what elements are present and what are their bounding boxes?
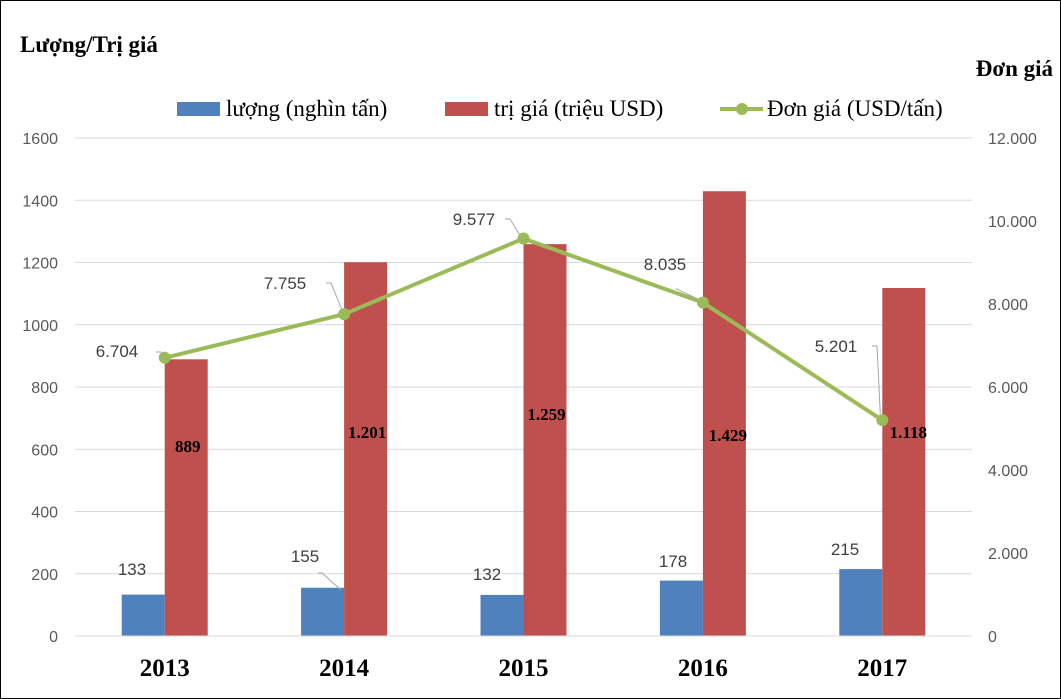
right-axis-tick-label: 6.000 [988,380,1028,397]
category-label: 2014 [319,655,370,682]
left-axis-tick-label: 1200 [22,256,58,273]
bar-luong [121,594,165,636]
left-axis-tick-label: 1600 [22,131,58,148]
bar-tri-gia [702,191,746,636]
left-axis-tick-label: 200 [31,567,58,584]
bar-luong [659,580,703,636]
bar-tri-gia [523,244,567,637]
data-label-tri-gia: 1.118 [890,423,927,442]
leader-line [318,572,342,591]
legend-label-tri-gia: trị giá (triệu USD) [494,96,664,121]
right-axis-tick-label: 4.000 [988,463,1028,480]
legend-swatch-don-gia [720,102,763,116]
data-label-tri-gia: 1.259 [527,405,565,424]
right-axis-tick-label: 12.000 [988,131,1037,148]
data-label-don-gia: 6.704 [96,342,139,361]
data-label-luong: 133 [118,560,146,579]
data-label-tri-gia: 1.429 [709,426,747,445]
legend-item-tri-gia: trị giá (triệu USD) [445,96,663,122]
leader-line [505,218,520,235]
leader-line [872,345,881,415]
left-axis-tick-label: 400 [31,505,58,522]
left-axis-tick-label: 0 [49,629,58,646]
bar-luong [839,569,883,636]
data-label-luong: 215 [831,540,859,559]
legend-item-don-gia: Đơn giá (USD/tấn) [720,96,943,122]
data-label-luong: 178 [659,552,687,571]
left-axis-tick-label: 1000 [22,318,58,335]
legend-label-luong: lượng (nghìn tấn) [226,96,388,121]
left-axis-tick-label: 1400 [22,193,58,210]
bar-luong [301,587,345,636]
data-label-don-gia: 5.201 [815,337,858,356]
category-label: 2013 [140,655,190,682]
legend: lượng (nghìn tấn) trị giá (triệu USD) Đơ… [0,96,1061,130]
legend-swatch-luong [177,102,220,116]
left-axis-title: Lượng/Trị giá [20,32,158,57]
right-axis-tick-label: 0 [988,629,997,646]
leader-line [326,282,343,311]
leader-line [675,288,700,300]
data-label-tri-gia: 889 [175,437,201,456]
legend-label-don-gia: Đơn giá (USD/tấn) [767,96,943,121]
bar-tri-gia [882,288,926,636]
marker-don-gia [876,414,889,427]
right-axis-title: Đơn giá [975,56,1053,81]
data-label-luong: 132 [473,565,501,584]
data-label-don-gia: 7.755 [264,274,307,293]
data-label-luong: 155 [291,547,319,566]
marker-don-gia [158,351,171,364]
category-label: 2015 [499,655,549,682]
legend-swatch-tri-gia [445,102,488,116]
marker-don-gia [338,308,351,321]
left-axis-tick-label: 800 [31,380,58,397]
marker-don-gia [696,296,709,309]
bar-luong [480,594,524,636]
right-axis-tick-label: 2.000 [988,546,1028,563]
data-label-don-gia: 8.035 [644,255,687,274]
data-label-tri-gia: 1.201 [348,423,386,442]
marker-don-gia [517,232,530,245]
right-axis-tick-label: 8.000 [988,297,1028,314]
bar-tri-gia [344,262,388,636]
category-label: 2017 [857,655,907,682]
bar-tri-gia [164,359,208,636]
data-label-don-gia: 9.577 [453,210,496,229]
left-axis-tick-label: 600 [31,442,58,459]
category-label: 2016 [678,655,728,682]
right-axis-tick-label: 10.000 [988,214,1037,231]
leader-line [156,351,164,356]
legend-item-luong: lượng (nghìn tấn) [177,96,387,122]
